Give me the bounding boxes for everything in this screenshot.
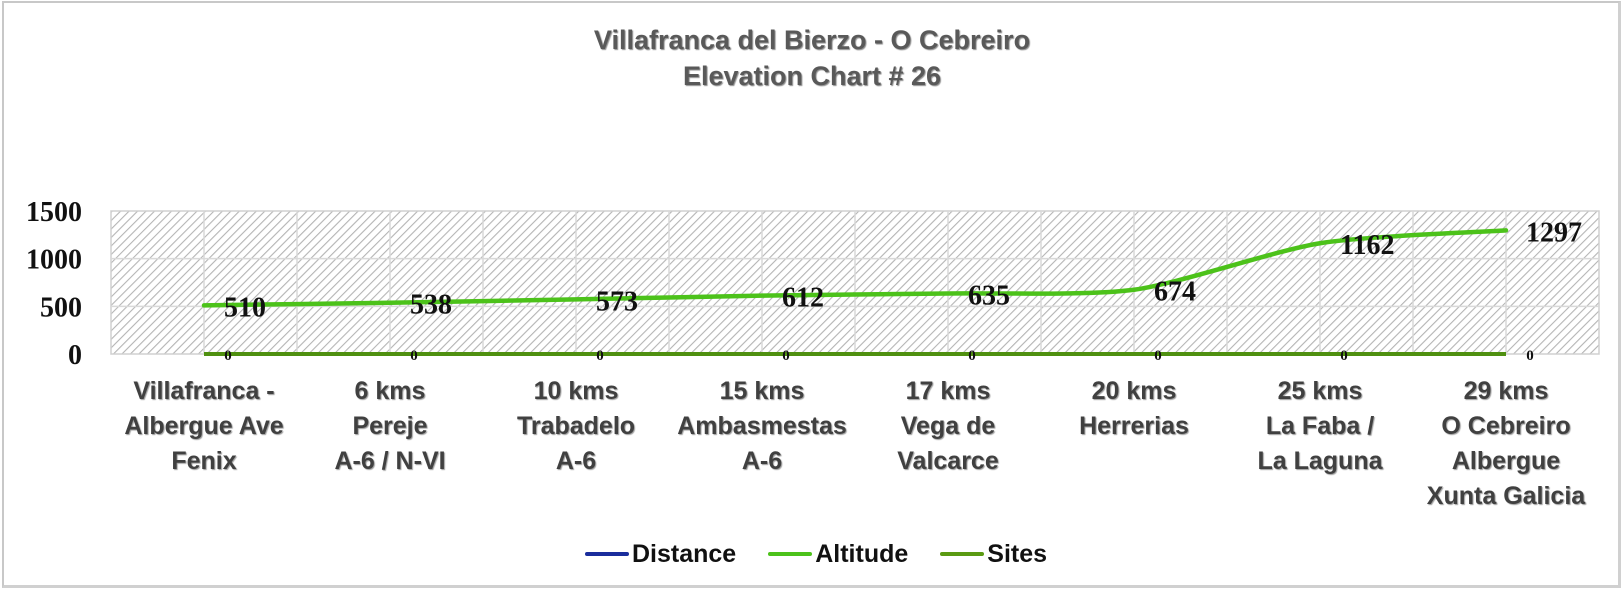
x-axis-category-label: 25 kms La Faba / La Laguna: [1220, 374, 1420, 479]
x-axis-label-line: 25 kms: [1277, 377, 1363, 405]
y-tick-label: 500: [40, 292, 82, 323]
x-axis-label-line: Villafranca -: [133, 377, 275, 405]
sites-data-label: 0: [1526, 348, 1534, 364]
altitude-data-label: 674: [1154, 277, 1196, 308]
x-axis-label-line: Trabadelo: [516, 412, 636, 440]
gridlines: [111, 211, 1599, 354]
legend-label: Sites: [987, 539, 1048, 568]
distance-line-swatch-icon: [585, 552, 629, 556]
x-axis-label-line: Herrerias: [1079, 412, 1189, 440]
x-axis-label-line: 6 kms: [354, 377, 426, 405]
y-tick-label: 1000: [26, 245, 82, 276]
x-axis-label-line: Xunta Galicia: [1426, 482, 1586, 510]
x-axis-label-line: Albergue Ave: [124, 412, 284, 440]
sites-data-label: 0: [1340, 348, 1348, 364]
legend-label: Distance: [632, 539, 737, 568]
altitude-data-label: 573: [596, 286, 638, 317]
altitude-data-label: 510: [224, 292, 266, 323]
sites-data-label: 0: [782, 348, 790, 364]
sites-data-label: 0: [410, 348, 418, 364]
x-axis-label-line: Vega de: [900, 412, 996, 440]
x-axis-label-line: A-6: [555, 447, 597, 475]
x-axis-category-label: 17 kms Vega de Valcarce: [848, 374, 1048, 479]
x-axis-label-line: 29 kms: [1463, 377, 1549, 405]
y-tick-label: 0: [68, 340, 82, 371]
x-axis-category-label: 10 kms Trabadelo A-6: [476, 374, 676, 479]
x-axis-label-line: Albergue: [1451, 447, 1561, 475]
legend: Distance Altitude Sites: [585, 537, 1079, 571]
altitude-data-label: 538: [410, 290, 452, 321]
x-axis-label-line: Ambasmestas: [677, 412, 847, 440]
x-axis-label-line: La Laguna: [1257, 447, 1383, 475]
altitude-data-label: 1297: [1526, 217, 1582, 248]
x-axis-label-line: O Cebreiro: [1441, 412, 1571, 440]
x-axis-label-line: 10 kms: [533, 377, 619, 405]
sites-data-label: 0: [1154, 348, 1162, 364]
x-axis-label-line: Fenix: [171, 447, 237, 475]
legend-item-altitude[interactable]: Altitude: [768, 540, 908, 569]
sites-data-label: 0: [596, 348, 604, 364]
x-axis-label-line: 20 kms: [1091, 377, 1177, 405]
x-axis-label-line: 15 kms: [719, 377, 805, 405]
x-axis-category-label: 6 kms Pereje A-6 / N-VI: [290, 374, 490, 479]
altitude-data-labels: 510 538 573 612 635 674 1162 1297: [224, 217, 1582, 323]
y-tick-label: 1500: [26, 197, 82, 228]
altitude-data-label: 635: [968, 280, 1010, 311]
x-axis-label-line: Pereje: [352, 412, 428, 440]
x-axis-category-label: 15 kms Ambasmestas A-6: [662, 374, 862, 479]
x-axis-label-line: 17 kms: [905, 377, 991, 405]
chart-title: Villafranca del Bierzo - O Cebreiro: [593, 25, 1031, 55]
x-axis-label-line: A-6 / N-VI: [334, 447, 446, 475]
x-axis-label-line: La Faba /: [1265, 412, 1375, 440]
legend-label: Altitude: [815, 539, 909, 568]
altitude-data-label: 1162: [1340, 230, 1394, 261]
sites-line-swatch-icon: [940, 552, 985, 556]
x-axis-label-line: A-6: [741, 447, 783, 475]
x-axis-category-label: 29 kms O Cebreiro Albergue Xunta Galicia: [1406, 374, 1606, 514]
altitude-line-swatch-icon: [768, 552, 813, 556]
x-axis-category-label: 20 kms Herrerias: [1034, 374, 1234, 444]
chart-subtitle: Elevation Chart # 26: [682, 61, 942, 91]
sites-data-label: 0: [968, 348, 976, 364]
legend-item-distance[interactable]: Distance: [585, 540, 736, 569]
sites-data-label: 0: [224, 348, 232, 364]
altitude-series-line[interactable]: [201, 228, 1509, 308]
x-axis-label-line: Valcarce: [897, 447, 999, 475]
legend-item-sites[interactable]: Sites: [940, 540, 1047, 569]
y-axis-ticks: 0 500 1000 1500: [26, 197, 82, 371]
sites-data-labels: 0 0 0 0 0 0 0 0: [224, 348, 1534, 364]
altitude-data-label: 612: [782, 283, 824, 314]
x-axis-category-label: Villafranca - Albergue Ave Fenix: [104, 374, 304, 479]
